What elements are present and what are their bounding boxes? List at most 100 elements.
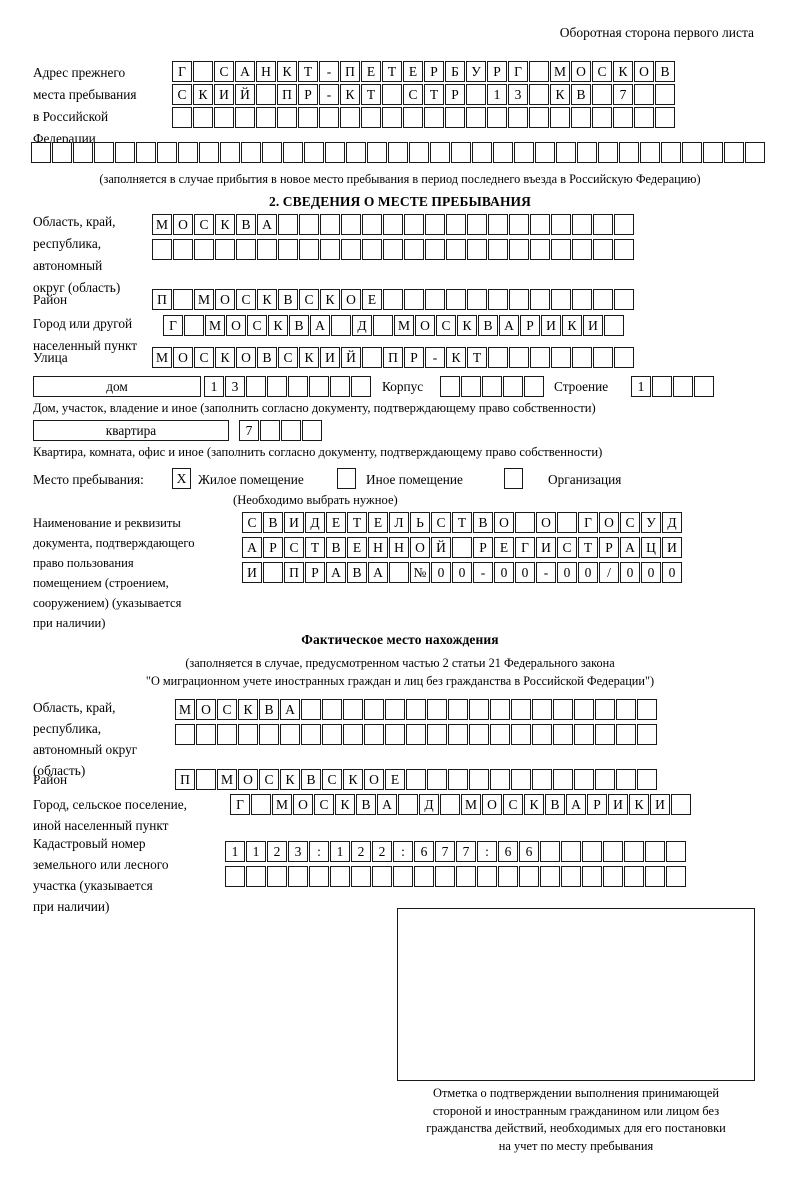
previous-address-r2-cell-16[interactable]: 1 [487, 84, 507, 105]
stay-street-cell-3[interactable]: С [194, 347, 214, 368]
stay-city-cell-19[interactable]: И [541, 315, 561, 336]
document-r2-cell-4[interactable]: Т [305, 537, 325, 558]
document-r2-cell-1[interactable]: А [242, 537, 262, 558]
stay-city-cell-12[interactable]: М [394, 315, 414, 336]
document-r2-cell-17[interactable]: Т [578, 537, 598, 558]
actual-region-r2-cell-19[interactable] [553, 724, 573, 745]
cadastral-r1-cell-3[interactable]: 2 [267, 841, 287, 862]
document-r1-cell-7[interactable]: Е [368, 512, 388, 533]
stay-district-cell-8[interactable]: С [299, 289, 319, 310]
actual-region-r1-cell-9[interactable] [343, 699, 363, 720]
stay-district-cell-19[interactable] [530, 289, 550, 310]
stay-street-cell-16[interactable]: Т [467, 347, 487, 368]
previous-address-r3-cell-15[interactable] [466, 107, 486, 128]
actual-region-r2-cell-3[interactable] [217, 724, 237, 745]
document-r1-cell-4[interactable]: Д [305, 512, 325, 533]
previous-address-r1-cell-24[interactable]: В [655, 61, 675, 82]
house-cell-3[interactable] [246, 376, 266, 397]
stay-district-cell-15[interactable] [446, 289, 466, 310]
stroenie-cell-3[interactable] [673, 376, 693, 397]
stay-city-cell-1[interactable]: Г [163, 315, 183, 336]
stay-region-r1-cell-21[interactable] [572, 214, 592, 235]
actual-district-cell-19[interactable] [553, 769, 573, 790]
previous-address-r4-cell-5[interactable] [115, 142, 135, 163]
previous-address-r2-cell-6[interactable]: П [277, 84, 297, 105]
document-r2-cell-11[interactable] [452, 537, 472, 558]
stay-region-r1-cell-10[interactable] [341, 214, 361, 235]
document-r2-cell-5[interactable]: В [326, 537, 346, 558]
previous-address-r2-cell-21[interactable] [592, 84, 612, 105]
stay-district-cell-12[interactable] [383, 289, 403, 310]
actual-district-cell-16[interactable] [490, 769, 510, 790]
document-r2-cell-3[interactable]: С [284, 537, 304, 558]
stay-street-cell-9[interactable]: И [320, 347, 340, 368]
actual-city-cell-13[interactable]: О [482, 794, 502, 815]
cadastral-r1-cell-15[interactable]: 6 [519, 841, 539, 862]
document-row-3[interactable]: И П Р А В А № 0 0-0 0-0 0/0 0 0 [242, 562, 682, 583]
cadastral-r1-cell-11[interactable]: 7 [435, 841, 455, 862]
previous-address-r4-cell-16[interactable] [346, 142, 366, 163]
cadastral-r1-cell-8[interactable]: 2 [372, 841, 392, 862]
stay-region-r2-cell-22[interactable] [593, 239, 613, 260]
previous-address-r2-cell-15[interactable] [466, 84, 486, 105]
actual-city-cell-9[interactable] [398, 794, 418, 815]
confirmation-stamp-box[interactable] [397, 908, 755, 1081]
previous-address-r2-cell-5[interactable] [256, 84, 276, 105]
document-r1-cell-18[interactable]: О [599, 512, 619, 533]
checkbox-organization[interactable] [504, 468, 523, 489]
stay-district-cell-7[interactable]: В [278, 289, 298, 310]
actual-region-r1-cell-19[interactable] [553, 699, 573, 720]
flat-cell-4[interactable] [302, 420, 322, 441]
previous-address-r2-cell-7[interactable]: Р [298, 84, 318, 105]
previous-address-r1-cell-7[interactable]: Т [298, 61, 318, 82]
stay-region-r2-cell-4[interactable] [215, 239, 235, 260]
cadastral-r1-cell-18[interactable] [582, 841, 602, 862]
document-r3-cell-7[interactable]: А [368, 562, 388, 583]
stay-street-cell-14[interactable]: - [425, 347, 445, 368]
previous-address-r3-cell-22[interactable] [613, 107, 633, 128]
document-r1-cell-21[interactable]: Д [662, 512, 682, 533]
stay-region-r1-cell-11[interactable] [362, 214, 382, 235]
actual-city-cell-17[interactable]: А [566, 794, 586, 815]
actual-region-r2-cell-22[interactable] [616, 724, 636, 745]
stay-region-r2-cell-21[interactable] [572, 239, 592, 260]
stay-city-cell-14[interactable]: С [436, 315, 456, 336]
stay-city-cell-15[interactable]: К [457, 315, 477, 336]
previous-address-r4-cell-29[interactable] [619, 142, 639, 163]
document-r2-cell-21[interactable]: И [662, 537, 682, 558]
korpus-cell-3[interactable] [482, 376, 502, 397]
previous-address-r4-cell-33[interactable] [703, 142, 723, 163]
previous-address-r4-cell-30[interactable] [640, 142, 660, 163]
actual-region-r1-cell-5[interactable]: В [259, 699, 279, 720]
stay-region-r2-cell-17[interactable] [488, 239, 508, 260]
actual-region-r1-cell-17[interactable] [511, 699, 531, 720]
house-cell-4[interactable] [267, 376, 287, 397]
document-r1-cell-6[interactable]: Т [347, 512, 367, 533]
stay-district-cell-16[interactable] [467, 289, 487, 310]
korpus-row[interactable] [440, 376, 544, 397]
actual-region-r2-cell-13[interactable] [427, 724, 447, 745]
stay-region-r2-cell-7[interactable] [278, 239, 298, 260]
previous-address-r4-cell-20[interactable] [430, 142, 450, 163]
stay-region-r1-cell-16[interactable] [467, 214, 487, 235]
cadastral-r1-cell-10[interactable]: 6 [414, 841, 434, 862]
cadastral-r1-cell-22[interactable] [666, 841, 686, 862]
actual-region-r2-cell-4[interactable] [238, 724, 258, 745]
actual-region-r2-cell-18[interactable] [532, 724, 552, 745]
previous-address-r1-cell-9[interactable]: П [340, 61, 360, 82]
stay-region-r1-cell-8[interactable] [299, 214, 319, 235]
previous-address-r4-cell-13[interactable] [283, 142, 303, 163]
document-r2-cell-9[interactable]: О [410, 537, 430, 558]
actual-region-r2-cell-11[interactable] [385, 724, 405, 745]
stay-region-r2-cell-8[interactable] [299, 239, 319, 260]
cadastral-r1-cell-4[interactable]: 3 [288, 841, 308, 862]
stay-street-cell-15[interactable]: К [446, 347, 466, 368]
actual-district-cell-11[interactable]: Е [385, 769, 405, 790]
previous-address-r4-cell-31[interactable] [661, 142, 681, 163]
previous-address-r4-cell-25[interactable] [535, 142, 555, 163]
stay-district-cell-13[interactable] [404, 289, 424, 310]
document-r1-cell-16[interactable] [557, 512, 577, 533]
